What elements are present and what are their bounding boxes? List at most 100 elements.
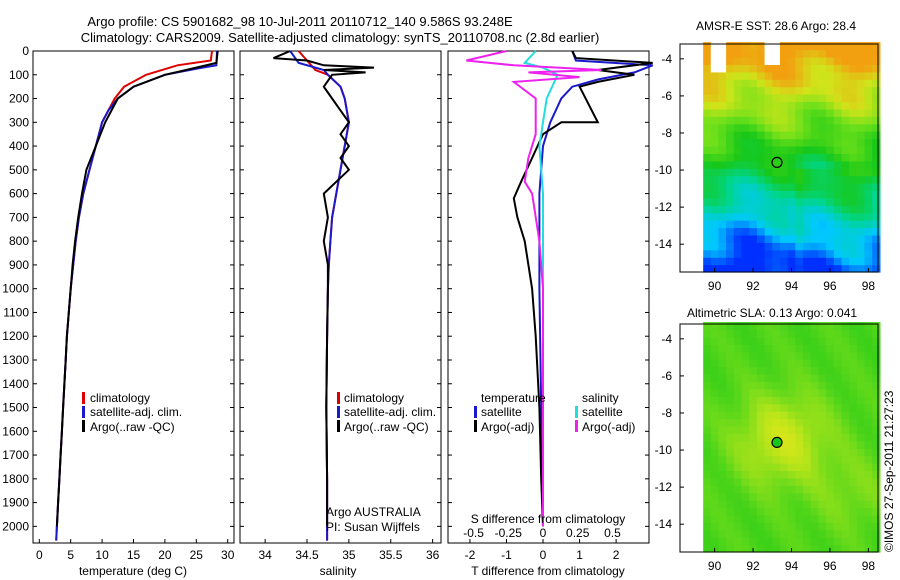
map-cell [849,403,858,412]
map-cell [810,351,819,360]
map-cell [756,227,766,236]
map-cell [718,381,727,390]
map-cell [810,500,819,509]
map-cell [864,101,873,110]
map-cell [787,153,796,162]
map-cell [756,351,766,360]
map-cell [756,116,766,125]
map-cell [849,168,858,177]
depth-tick-label: 1800 [2,472,29,486]
map-cell [703,101,712,110]
map-cell [772,71,781,80]
s-difference-tick-label: -0.5 [463,526,484,540]
map-cell [780,477,789,486]
map-cell [718,351,727,360]
map-cell [818,440,827,449]
map-cell [780,131,789,140]
map-cell [726,388,735,397]
map-cell [710,463,720,471]
map-cell [756,175,766,184]
x-tick-label: 35.5 [379,548,403,562]
map-cell [826,448,835,457]
map-cell [764,374,773,382]
map-cell [818,411,827,420]
map-cell [833,529,843,538]
map-cell [818,359,827,368]
map-cell [795,366,804,375]
map-cell [741,146,750,154]
map-cell [764,116,773,125]
map-cell [726,183,735,191]
x-tick-label: 35 [342,548,356,562]
map-cell [818,79,827,88]
map-cell [764,123,773,132]
map-cell [710,108,720,117]
map-cell [872,183,881,191]
map-cell [818,138,827,147]
x-tick-label: 0 [36,548,43,562]
map-cell [795,359,804,368]
depth-tick-label: 1200 [2,329,29,343]
map-cell [733,492,743,501]
map-cell [710,322,720,331]
map-cell [803,544,812,553]
map-cell [864,448,873,457]
map-cell [780,374,789,382]
map-cell [703,94,712,102]
map-cell [710,522,720,531]
map-cell [833,153,843,162]
sst-map-title: AMSR-E SST: 28.6 Argo: 28.4 [696,19,856,33]
map-cell [741,477,750,486]
map-cell [726,403,735,412]
map-cell [833,322,843,331]
map-cell [818,351,827,360]
map-cell [772,485,781,494]
map-cell [772,522,781,531]
map-cell [772,146,781,154]
map-cell [780,470,789,479]
map-cell [756,418,766,427]
map-cell [795,160,804,169]
map-cell [718,175,727,184]
map-cell [818,123,827,132]
map-cell [810,366,819,375]
map-cell [795,249,804,258]
map-cell [856,227,866,236]
map-cell [833,123,843,132]
map-cell [856,190,866,199]
map-cell [741,138,750,147]
map-cell [841,101,850,110]
map-cell [710,175,720,184]
map-cell [741,94,750,102]
map-cell [826,455,835,464]
map-cell [849,351,858,360]
map-cell [718,418,727,427]
map-cell [710,418,720,427]
map-cell [849,544,858,553]
map-cell [764,388,773,397]
map-cell [872,351,881,360]
map-cell [826,131,835,140]
map-cell [849,359,858,368]
map-cell [718,205,727,214]
map-cell [733,433,743,442]
map-cell [780,116,789,125]
map-cell [872,190,881,199]
map-cell [710,411,720,420]
map-cell [818,146,827,154]
map-cell [826,234,835,243]
map-cell [749,168,758,177]
map-cell [733,227,743,236]
map-cell [726,514,735,523]
map-cell [818,396,827,405]
map-cell [818,168,827,177]
map-cell [795,86,804,95]
map-cell [787,351,796,360]
map-cell [826,153,835,162]
map-cell [703,366,712,375]
map-cell [841,344,850,353]
map-cell [856,175,866,184]
map-cell [772,249,781,258]
map-cell [841,175,850,184]
map-cell [864,492,873,501]
